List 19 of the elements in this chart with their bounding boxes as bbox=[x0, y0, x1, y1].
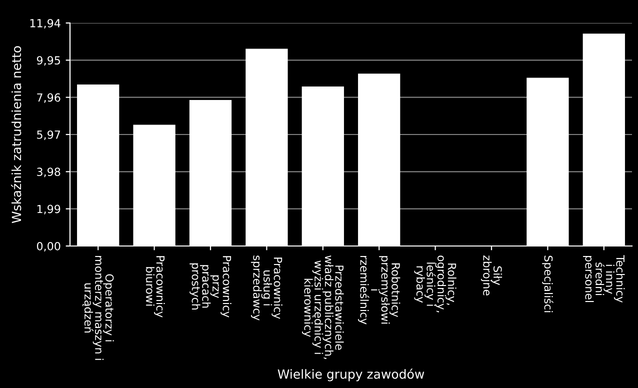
x-tick-label: Pracownicy usług i sprzedawcy bbox=[250, 256, 282, 320]
x-axis-title: Wielkie grupy zawodów bbox=[278, 368, 424, 382]
x-tick-label: Robotnicy przemysłowi i rzemieślnicy bbox=[358, 256, 400, 324]
x-tick-label: Operatorzy i monterzy maszyn i urządzeń bbox=[82, 256, 114, 360]
y-tick-label: 0,00 bbox=[36, 242, 60, 252]
x-tick-label: Pracownicy biurowi bbox=[146, 256, 165, 318]
y-tick-label: 1,99 bbox=[37, 204, 60, 214]
y-axis-title: Wskaźnik zatrudnienia netto bbox=[11, 46, 22, 224]
x-tick-label: Rolnicy, ogrodnicy, leśnicy i rybacy bbox=[414, 256, 456, 312]
y-tick-label: 3,98 bbox=[37, 168, 60, 178]
x-tick-label: Przedstawiciele władz publicznych, wyżsi urzędnicy i kierownicy bbox=[302, 255, 344, 359]
x-tick-label: Pracownicy przy pracach prostych bbox=[190, 256, 232, 318]
y-tick-label: 5,97 bbox=[37, 130, 60, 140]
y-tick-label: 7,96 bbox=[37, 93, 60, 103]
x-tick-label: Technicy i inny średni personel bbox=[583, 255, 625, 303]
x-tick-label: Siły zbrojne bbox=[480, 256, 502, 296]
y-tick-label: 11,94 bbox=[30, 18, 60, 29]
y-tick-label: 9,95 bbox=[36, 56, 60, 66]
x-tick-label: Specjaliści bbox=[542, 256, 554, 312]
